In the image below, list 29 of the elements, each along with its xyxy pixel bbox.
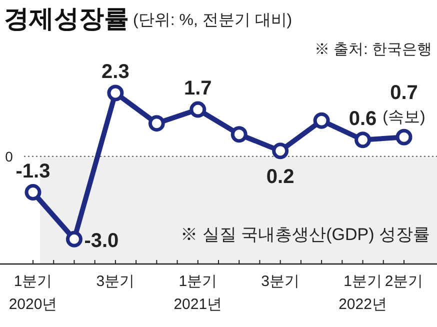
chart-subtitle: (단위: %, 전분기 대비) bbox=[133, 12, 292, 29]
x-tick-label: 1분기 2022년 bbox=[338, 273, 387, 313]
data-label: 0.2 bbox=[266, 166, 294, 188]
point bbox=[148, 115, 165, 132]
data-label: -3.0 bbox=[84, 230, 119, 252]
point bbox=[396, 128, 412, 146]
point bbox=[107, 84, 124, 102]
point bbox=[190, 101, 206, 118]
point bbox=[354, 132, 372, 148]
point bbox=[272, 142, 289, 160]
x-tick-label: 1분기 2021년 bbox=[174, 273, 222, 313]
point bbox=[66, 230, 82, 248]
point bbox=[313, 112, 330, 129]
data-label: 0.7 bbox=[390, 82, 418, 104]
point bbox=[230, 126, 248, 143]
x-tick-label: 1분기 2020년 bbox=[8, 273, 58, 313]
point bbox=[24, 184, 42, 201]
text: ※ 출처: 한국은행 bbox=[314, 41, 432, 58]
data-label: -1.3 bbox=[16, 160, 50, 182]
ref-line-label: 0 bbox=[5, 148, 14, 164]
annotation: ※ 실질 국내총생산(GDP) 성장률 bbox=[180, 225, 430, 244]
x-tick-label: 3분기 bbox=[261, 273, 300, 290]
data-label: 2.3 bbox=[102, 61, 130, 83]
annotation: (속보) bbox=[382, 109, 426, 126]
data-label: 0.6 bbox=[348, 108, 377, 130]
data-label: 1.7 bbox=[184, 78, 212, 100]
x-tick-label: 3분기 bbox=[96, 273, 135, 290]
chart-title: 경제성장률 bbox=[4, 5, 129, 33]
x-tick-label: 2분기 bbox=[384, 273, 424, 290]
